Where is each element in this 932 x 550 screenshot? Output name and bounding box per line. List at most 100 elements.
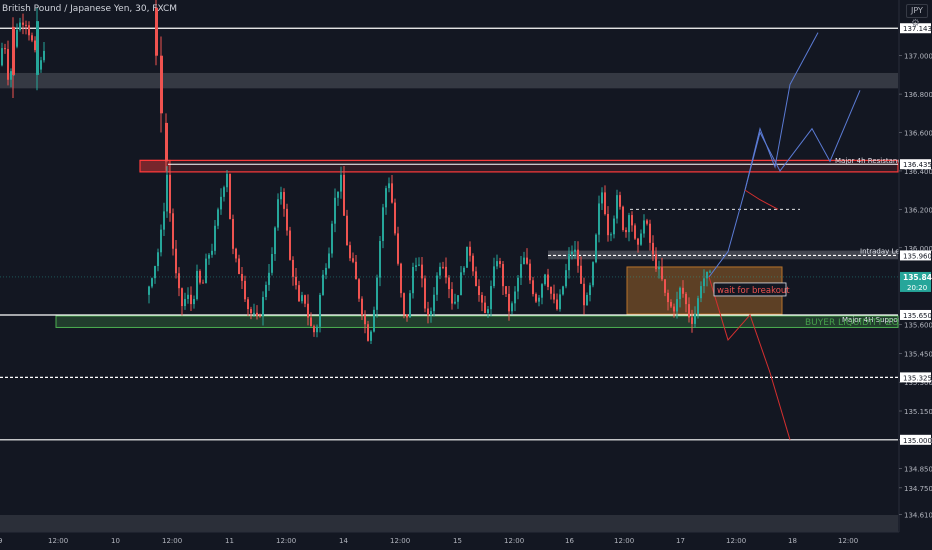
candle-body	[580, 265, 582, 284]
candle-body	[7, 49, 9, 80]
candle-body	[388, 183, 390, 189]
time-tick-label: 9	[0, 537, 2, 545]
candle-body	[613, 218, 615, 235]
candle-body	[532, 280, 534, 295]
candle-body	[295, 276, 297, 286]
candle-body	[550, 286, 552, 294]
candle-body	[505, 286, 507, 294]
bearish-projection-1	[708, 276, 791, 440]
candle-body	[256, 312, 258, 316]
candle-body	[631, 215, 633, 226]
candle-body	[379, 241, 381, 278]
candle-body	[406, 314, 408, 318]
candle-body	[328, 253, 330, 268]
level-price-label: 135.325	[903, 374, 932, 382]
major-4h-resistance-zone	[139, 159, 899, 173]
time-tick-label: 12:00	[276, 537, 296, 545]
candle-body	[541, 284, 543, 298]
candle-body	[268, 272, 270, 285]
resistance-label: Major 4h Resistance	[835, 157, 906, 165]
current-price-box	[900, 271, 931, 292]
candle-body	[208, 254, 210, 259]
countdown-label: 20:20	[907, 284, 927, 292]
candle-body	[220, 196, 222, 210]
candle-body	[280, 192, 282, 200]
candle-body	[622, 206, 624, 231]
level-price-box	[900, 372, 931, 383]
candle-body	[583, 283, 585, 306]
price-tick-label: 136.400	[904, 168, 932, 176]
candle-body	[556, 299, 558, 310]
candle-body	[658, 266, 660, 270]
grey-zone-lower	[0, 515, 898, 532]
candle-body	[466, 246, 468, 268]
candle-body	[148, 286, 150, 295]
candle-body	[571, 251, 573, 255]
candle-body	[155, 7, 158, 56]
time-tick-label: 12:00	[162, 537, 182, 545]
candle-body	[511, 303, 513, 312]
gear-icon[interactable]: ⚙	[911, 18, 920, 29]
candle-body	[28, 25, 30, 36]
candle-body	[331, 223, 333, 254]
bullish-projection-1	[708, 32, 819, 278]
currency-button[interactable]: JPY	[906, 4, 928, 18]
candle-body	[595, 234, 597, 263]
time-tick-label: 12:00	[726, 537, 746, 545]
candle-body	[325, 267, 327, 275]
candle-body	[490, 286, 492, 310]
candle-body	[352, 258, 354, 262]
candle-body	[364, 315, 366, 325]
candle-body	[598, 203, 600, 235]
candle-body	[649, 223, 651, 243]
candle-body	[322, 274, 324, 295]
candle-body	[193, 299, 195, 305]
grey-zone-upper	[0, 72, 898, 89]
candle-body	[22, 22, 24, 25]
candle-body	[385, 188, 387, 208]
candle-body	[676, 299, 678, 312]
candle-body	[463, 267, 465, 273]
candle-body	[340, 174, 342, 192]
level-price-label: 136.435	[903, 161, 932, 169]
candle-body	[577, 249, 579, 266]
level-price-label: 137.143	[903, 25, 932, 33]
candle-body	[523, 257, 525, 265]
price-tick-label: 135.150	[904, 408, 932, 416]
level-price-box	[900, 23, 931, 34]
candle-body	[376, 277, 378, 310]
candle-body	[703, 278, 705, 287]
candle-body	[430, 311, 432, 316]
candle-body	[244, 280, 246, 300]
level-price-label: 135.000	[903, 437, 932, 445]
candle-body	[526, 257, 528, 264]
candle-body	[460, 272, 462, 296]
candle-body	[382, 207, 384, 242]
bearish-projection-2	[744, 189, 779, 210]
candle-body	[307, 303, 309, 318]
current-price-label: 135.848	[903, 273, 932, 282]
candle-body	[451, 289, 453, 304]
candle-body	[601, 192, 603, 204]
candle-body	[4, 48, 6, 50]
candle-body	[196, 270, 198, 300]
time-tick-label: 11	[225, 537, 234, 545]
price-tick-label: 135.600	[904, 322, 932, 330]
candle-body	[640, 233, 642, 245]
candle-body	[316, 326, 318, 333]
level-price-box	[900, 309, 931, 320]
support-label: Major 4H Support	[842, 316, 904, 324]
candle-body	[283, 192, 285, 209]
candle-body	[214, 225, 216, 251]
candle-body	[298, 285, 300, 302]
bullish-projection-2	[744, 90, 861, 191]
candle-body	[166, 174, 168, 212]
price-tick-label: 135.450	[904, 350, 932, 358]
candle-body	[286, 208, 288, 231]
candle-body	[607, 214, 609, 236]
candle-body	[409, 293, 411, 318]
candle-body	[241, 273, 243, 281]
price-tick-label: 136.000	[904, 245, 932, 253]
